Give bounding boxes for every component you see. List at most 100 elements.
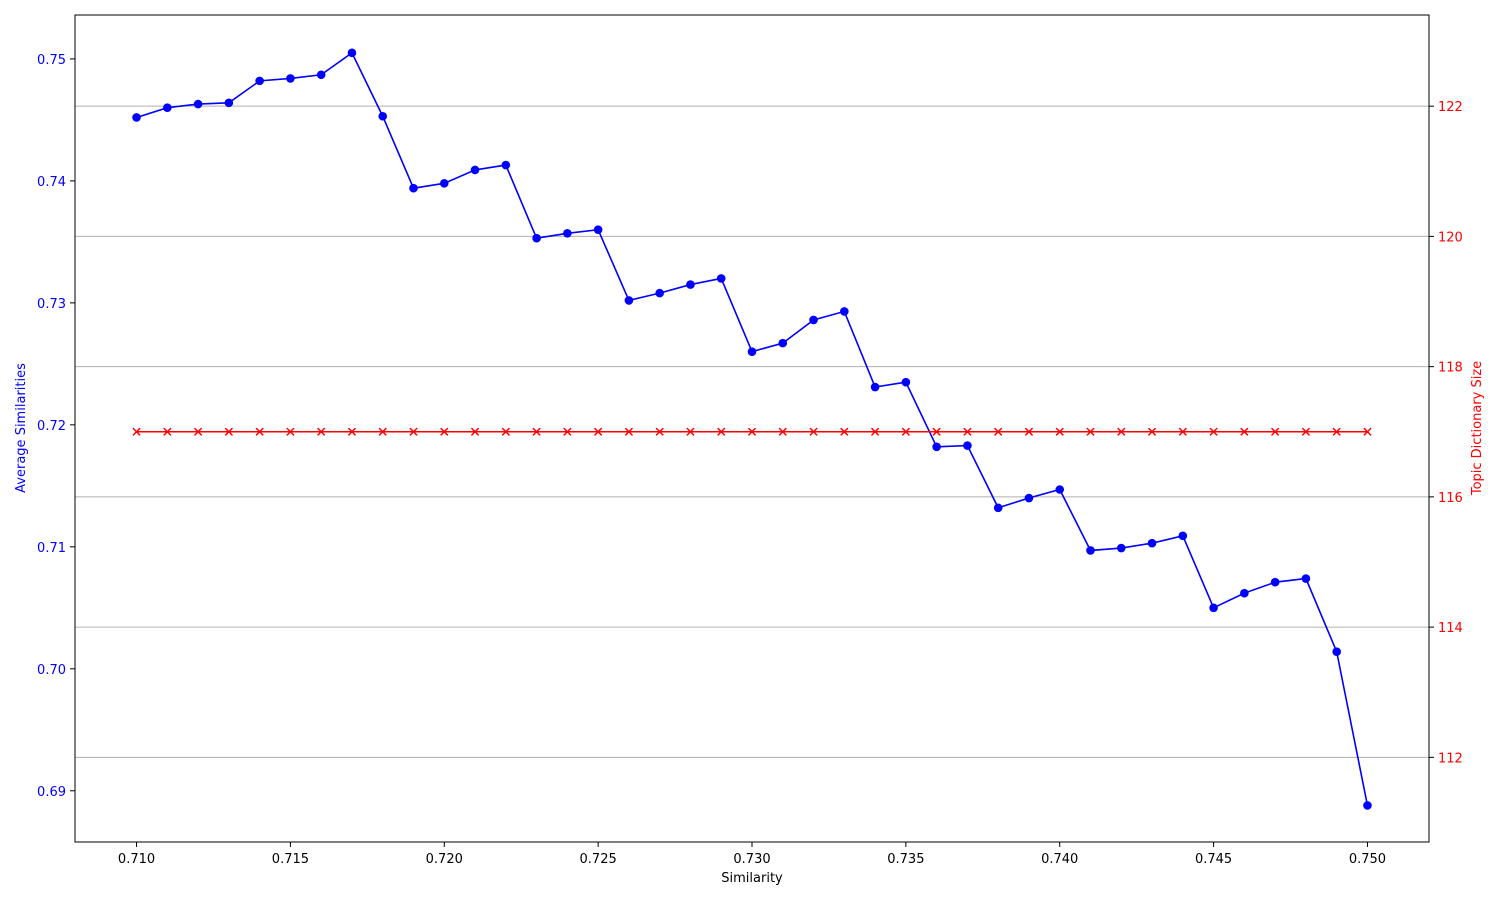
data-point-left xyxy=(439,179,449,188)
y-right-tick-label: 118 xyxy=(1438,361,1463,376)
data-point-right xyxy=(1363,427,1372,436)
data-point-left xyxy=(1363,801,1372,810)
x-axis: 0.710 0.715 0.720 0.725 0.730 0.735 0.740 0.745… xyxy=(118,842,1386,867)
data-point-left xyxy=(870,382,880,392)
data-point-right xyxy=(440,427,449,436)
x-tick-label: 0.715 xyxy=(272,852,309,867)
data-point-right xyxy=(1147,427,1157,436)
data-point-right xyxy=(409,427,418,436)
y-right-tick-label: 116 xyxy=(1438,491,1463,506)
x-tick-label: 0.735 xyxy=(887,852,924,867)
data-point-right xyxy=(624,427,634,436)
y-right-tick-label: 120 xyxy=(1438,230,1463,245)
y-left-tick-label: 0.75 xyxy=(37,53,66,68)
data-point-right xyxy=(686,427,695,436)
data-point-left xyxy=(747,347,757,356)
y-left-tick-label: 0.71 xyxy=(37,541,66,556)
y-axis-right: 112 114 116 118 120 122 xyxy=(1429,100,1463,766)
data-point-right xyxy=(1301,427,1311,436)
data-point-left xyxy=(1055,485,1065,494)
y-left-tick-label: 0.70 xyxy=(37,663,66,678)
data-point-left xyxy=(840,307,849,316)
data-point-left xyxy=(1209,603,1218,613)
x-tick-label: 0.750 xyxy=(1349,852,1386,867)
data-point-right xyxy=(563,427,572,436)
data-point-right xyxy=(870,427,880,436)
data-point-left xyxy=(563,229,572,238)
data-point-right xyxy=(932,427,941,436)
data-point-left xyxy=(532,233,541,243)
x-tick-label: 0.745 xyxy=(1195,852,1232,867)
data-point-left xyxy=(686,280,695,289)
data-point-right xyxy=(224,427,233,436)
x-tick-label: 0.725 xyxy=(580,852,617,867)
data-point-left xyxy=(163,103,172,113)
data-point-left xyxy=(716,274,726,283)
x-tick-label: 0.730 xyxy=(733,852,770,867)
data-point-left xyxy=(901,377,911,387)
data-point-left xyxy=(1116,543,1126,553)
data-point-left xyxy=(470,165,480,175)
data-point-right xyxy=(1209,427,1218,436)
data-point-right xyxy=(193,427,203,436)
data-point-right xyxy=(840,427,849,436)
data-point-right xyxy=(594,427,603,436)
data-point-right xyxy=(347,427,357,436)
data-point-left xyxy=(624,296,634,305)
data-point-right xyxy=(1178,427,1187,436)
plot-frame xyxy=(74,14,1430,843)
data-point-left xyxy=(132,113,141,122)
data-point-right xyxy=(378,427,387,436)
data-point-left xyxy=(1301,574,1311,583)
data-point-right xyxy=(1055,427,1064,436)
data-point-right xyxy=(255,427,264,436)
gridlines xyxy=(75,105,1429,758)
y-right-tick-label: 112 xyxy=(1438,751,1463,766)
data-point-right xyxy=(747,427,757,436)
data-point-left xyxy=(409,183,418,193)
y-axis-left-label: Average Similarities xyxy=(14,363,29,493)
data-point-left xyxy=(1178,531,1188,541)
y-right-tick-label: 114 xyxy=(1438,621,1463,636)
y-right-tick-label: 122 xyxy=(1438,100,1463,115)
data-point-left xyxy=(1086,546,1095,555)
data-point-right xyxy=(717,427,726,436)
data-point-right xyxy=(163,427,172,436)
y-left-tick-label: 0.72 xyxy=(37,419,66,434)
data-point-left xyxy=(347,48,357,58)
data-point-right xyxy=(1086,427,1095,436)
data-point-left xyxy=(809,315,818,325)
data-point-right xyxy=(1117,427,1126,436)
data-point-right xyxy=(501,427,510,436)
data-point-right xyxy=(132,427,141,436)
data-point-right xyxy=(532,427,541,436)
data-point-left xyxy=(224,98,234,108)
data-point-left xyxy=(286,74,295,83)
data-point-right xyxy=(963,427,972,436)
data-point-left xyxy=(993,503,1003,513)
x-tick-label: 0.740 xyxy=(1041,852,1078,867)
data-point-right xyxy=(1240,427,1249,436)
data-point-right xyxy=(317,427,326,436)
data-point-right xyxy=(809,427,818,436)
data-point-right xyxy=(655,427,664,436)
x-tick-label: 0.720 xyxy=(426,852,463,867)
data-point-left xyxy=(932,442,941,452)
data-point-left xyxy=(1270,577,1280,587)
data-point-right xyxy=(286,427,295,436)
data-point-right xyxy=(470,427,480,436)
x-axis-label: Similarity xyxy=(721,871,783,886)
data-point-left xyxy=(655,288,664,298)
y-left-tick-label: 0.73 xyxy=(37,297,66,312)
y-axis-right-label: Topic Dictionary Size xyxy=(1470,361,1485,496)
series-layer xyxy=(132,48,1372,810)
data-point-left xyxy=(593,225,603,234)
data-point-right xyxy=(994,427,1003,436)
y-axis-left: 0.69 0.70 0.71 0.72 0.73 0.74 0.75 xyxy=(37,53,75,800)
y-left-tick-label: 0.69 xyxy=(37,785,66,800)
data-point-right xyxy=(778,427,787,436)
data-point-left xyxy=(963,441,972,450)
data-point-left xyxy=(1024,493,1034,503)
data-point-right xyxy=(1271,427,1280,436)
